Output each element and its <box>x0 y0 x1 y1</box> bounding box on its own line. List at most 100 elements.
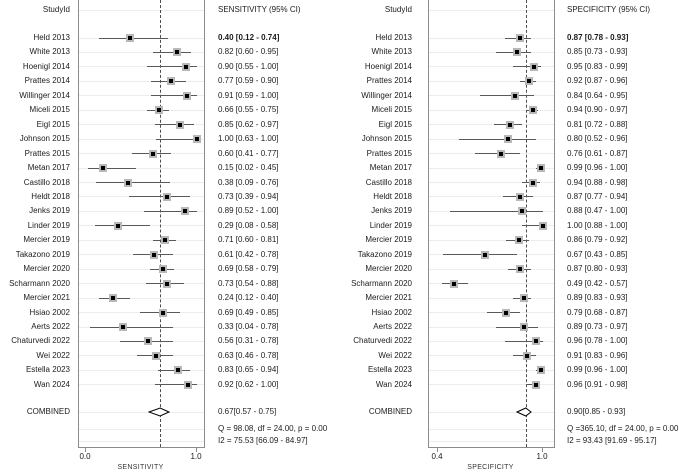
study-label: Mercier 2021 <box>365 293 412 303</box>
point-estimate-marker <box>516 238 521 243</box>
heterogeneity-i2-text: I2 = 93.43 [91.69 - 95.17] <box>567 436 657 445</box>
estimate-text: 1.00 [0.63 - 1.00] <box>218 134 279 144</box>
point-estimate-marker <box>521 296 526 301</box>
combined-row-label: COMBINED <box>26 407 70 416</box>
point-estimate-marker <box>185 93 189 98</box>
combined-estimate-text: 0.67[0.57 - 0.75] <box>218 407 277 416</box>
estimate-text: 0.99 [0.96 - 1.00] <box>567 365 628 375</box>
gridline <box>429 37 554 39</box>
point-estimate-marker <box>195 137 199 142</box>
point-estimate-marker <box>175 50 180 55</box>
point-estimate-marker <box>507 122 512 127</box>
study-label: Heldt 2018 <box>373 191 412 201</box>
study-label: Eigl 2015 <box>36 119 70 129</box>
study-label: Linder 2019 <box>27 220 70 230</box>
estimate-text: 0.81 [0.72 - 0.88] <box>567 119 628 129</box>
point-estimate-marker <box>186 382 191 387</box>
estimate-text: 0.87 [0.80 - 0.93] <box>567 264 628 274</box>
study-label: Castillo 2018 <box>23 177 70 187</box>
estimate-text: 0.66 [0.55 - 0.75] <box>218 105 279 115</box>
gridline <box>79 283 204 285</box>
estimate-text: 0.63 [0.46 - 0.78] <box>218 350 279 360</box>
study-label: Prattes 2014 <box>366 76 412 86</box>
gridline <box>429 428 554 430</box>
estimate-text: 0.89 [0.83 - 0.93] <box>567 293 628 303</box>
gridline <box>79 9 204 11</box>
value-column-header: SPECIFICITY (95% CI) <box>567 5 650 14</box>
estimate-text: 0.85 [0.73 - 0.93] <box>567 47 628 57</box>
estimate-text: 0.94 [0.90 - 0.97] <box>567 105 628 115</box>
estimate-text: 0.99 [0.96 - 1.00] <box>567 163 628 173</box>
gridline <box>79 297 204 299</box>
study-label: Jenks 2019 <box>371 206 412 216</box>
estimate-text: 0.94 [0.88 - 0.98] <box>567 177 628 187</box>
point-estimate-marker <box>116 223 121 228</box>
estimate-text: 0.92 [0.62 - 1.00] <box>218 379 279 389</box>
point-estimate-marker <box>165 281 170 286</box>
x-axis-title: SPECIFICITY <box>467 464 514 471</box>
estimate-text: 0.83 [0.65 - 0.94] <box>218 365 279 375</box>
value-column-header: SENSITIVITY (95% CI) <box>218 5 301 14</box>
study-label: Mercier 2020 <box>365 264 412 274</box>
point-estimate-marker <box>110 296 115 301</box>
confidence-interval-line <box>154 384 197 386</box>
point-estimate-marker <box>534 339 538 344</box>
gridline <box>79 66 204 68</box>
gridline <box>429 182 554 183</box>
estimate-text: 0.69 [0.58 - 0.79] <box>218 264 279 274</box>
study-label: Metan 2017 <box>27 163 70 173</box>
study-label: Jenks 2019 <box>29 206 70 216</box>
estimate-text: 0.77 [0.59 - 0.90] <box>218 76 279 86</box>
study-label: Takazono 2019 <box>15 249 70 259</box>
study-label: Castillo 2018 <box>365 177 412 187</box>
study-label: Held 2013 <box>33 33 70 42</box>
study-label: Hoenigl 2014 <box>364 61 412 71</box>
point-estimate-marker <box>153 353 158 358</box>
study-label: Hoenigl 2014 <box>22 61 70 71</box>
confidence-interval-line <box>151 95 197 97</box>
gridline <box>429 326 554 328</box>
study-label: Takazono 2019 <box>357 249 412 259</box>
gridline <box>429 51 554 53</box>
x-axis-tick <box>196 447 197 452</box>
gridline <box>79 428 204 430</box>
study-label: Mercier 2019 <box>23 235 70 245</box>
gridline <box>429 369 554 371</box>
point-estimate-marker <box>183 64 188 69</box>
gridline <box>429 340 554 342</box>
gridline <box>429 225 554 227</box>
study-label: Estella 2023 <box>367 365 412 375</box>
study-label: Johnson 2015 <box>19 134 70 144</box>
point-estimate-marker <box>162 238 167 243</box>
point-estimate-marker <box>539 166 544 171</box>
study-label: Wei 2022 <box>378 350 412 360</box>
study-label: Aerts 2022 <box>31 322 70 331</box>
study-label: Aerts 2022 <box>373 322 412 331</box>
gridline <box>79 80 204 82</box>
study-label: Wan 2024 <box>33 379 70 389</box>
estimate-text: 0.85 [0.62 - 0.97] <box>218 119 279 129</box>
study-label: Chaturvedi 2022 <box>353 336 412 346</box>
study-label: White 2013 <box>29 47 70 57</box>
gridline <box>429 297 554 299</box>
confidence-interval-line <box>143 210 197 212</box>
x-axis-tick-label: 0.0 <box>79 452 91 461</box>
gridline <box>79 109 204 111</box>
point-estimate-marker <box>530 108 535 113</box>
study-label: Metan 2017 <box>369 163 412 173</box>
point-estimate-marker <box>530 180 535 185</box>
study-label: Mercier 2021 <box>23 293 70 303</box>
estimate-text: 0.79 [0.68 - 0.87] <box>567 307 628 317</box>
study-label: Mercier 2019 <box>365 235 412 245</box>
point-estimate-marker <box>157 108 162 113</box>
point-estimate-marker <box>506 137 510 142</box>
estimate-text: 0.88 [0.47 - 1.00] <box>567 206 628 216</box>
estimate-text: 0.96 [0.91 - 0.98] <box>567 379 628 389</box>
sensitivity-plot-area <box>78 0 205 448</box>
study-label: Held 2013 <box>375 33 412 42</box>
gridline <box>429 9 554 11</box>
point-estimate-marker <box>483 252 488 257</box>
x-axis-title: SENSITIVITY <box>117 464 164 471</box>
point-estimate-marker <box>521 325 526 329</box>
